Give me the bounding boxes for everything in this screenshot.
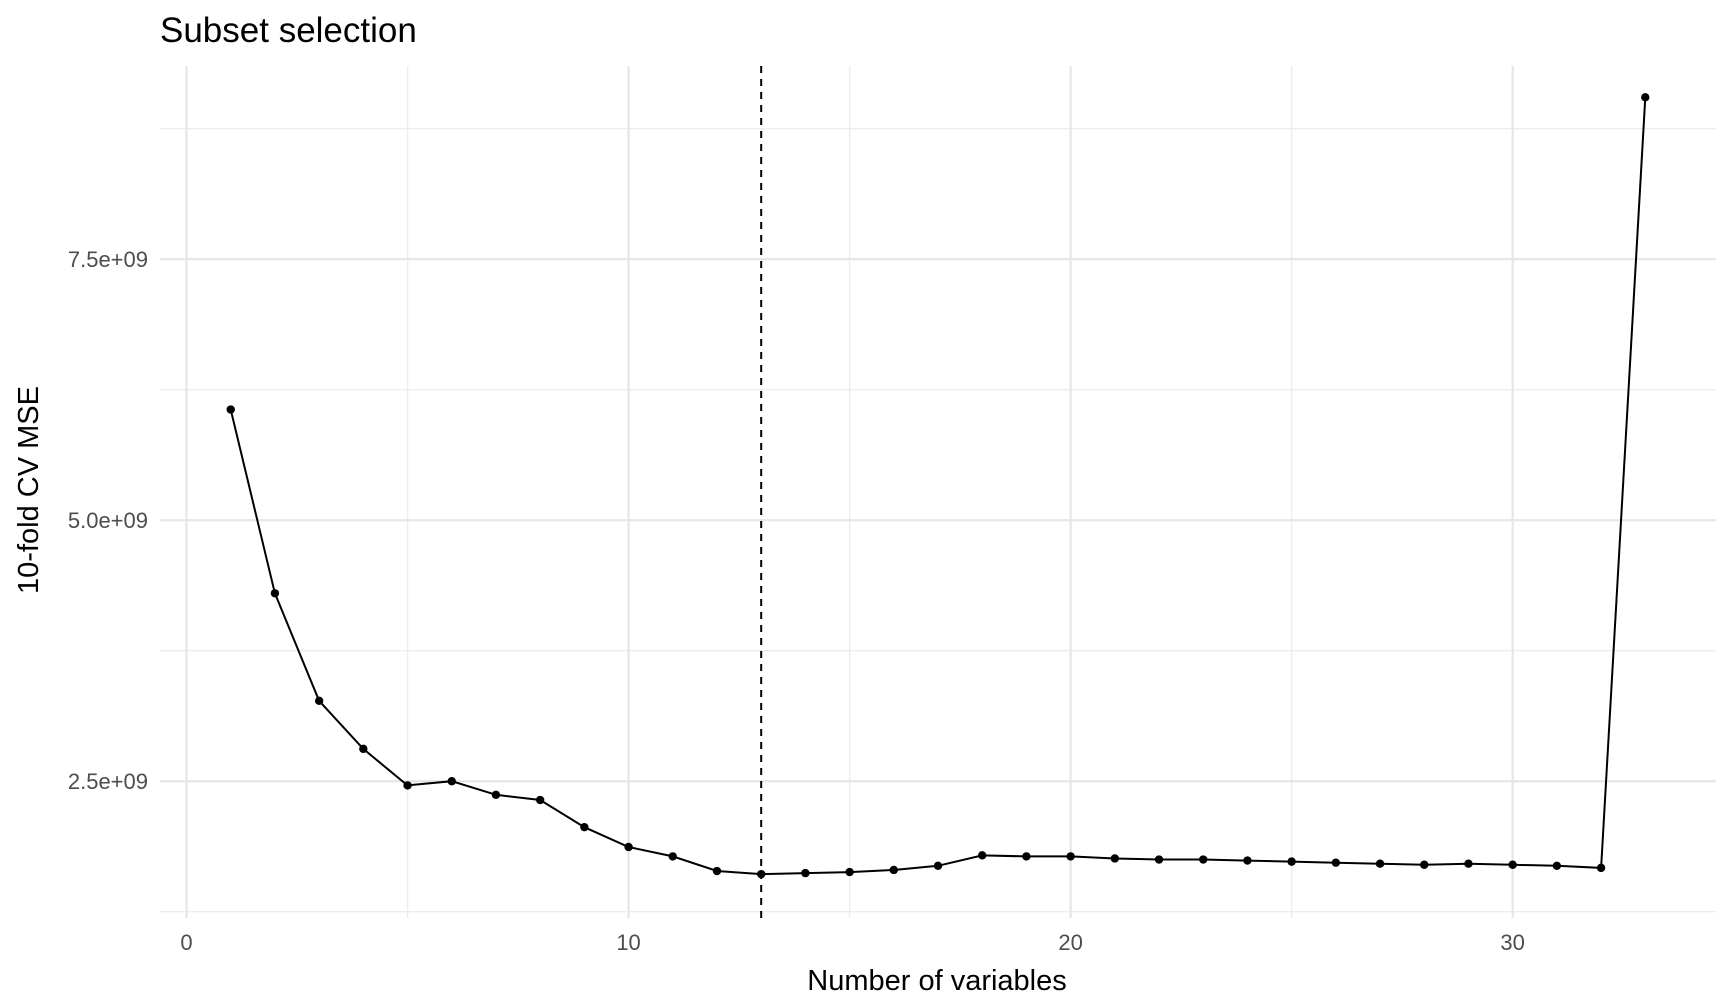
data-point	[535, 795, 545, 805]
data-point	[491, 790, 501, 799]
data-point	[1420, 860, 1429, 869]
data-point	[1154, 855, 1164, 864]
data-point	[1243, 856, 1252, 865]
data-point	[845, 867, 854, 877]
x-axis-title: Number of variables	[807, 965, 1067, 997]
data-point	[403, 781, 412, 790]
data-point	[1464, 859, 1473, 868]
data-point	[1110, 854, 1120, 863]
data-point	[712, 866, 722, 876]
data-point	[1287, 857, 1296, 866]
data-point	[314, 696, 324, 706]
data-point	[1596, 863, 1606, 873]
data-point	[933, 861, 943, 870]
data-point	[756, 869, 766, 879]
data-point	[359, 744, 368, 754]
data-point	[1199, 855, 1208, 864]
series-line	[229, 97, 1647, 876]
x-axis-ticks: 0 10 20 30	[180, 930, 1525, 955]
data-point	[889, 865, 898, 875]
data-point	[270, 589, 280, 598]
x-tick-label: 10	[616, 930, 640, 955]
data-point	[1552, 861, 1562, 870]
chart-title: Subset selection	[160, 11, 417, 50]
data-point	[447, 777, 456, 786]
data-point	[580, 822, 589, 832]
data-points	[226, 93, 1650, 879]
data-point	[1022, 852, 1031, 861]
data-point	[624, 842, 633, 852]
data-point	[1508, 860, 1517, 869]
y-axis-ticks: 2.5e+09 5.0e+09 7.5e+09	[68, 247, 148, 794]
x-tick-label: 0	[180, 930, 192, 955]
data-point	[1375, 859, 1385, 868]
data-point	[1331, 858, 1341, 867]
data-point	[1641, 93, 1650, 102]
x-tick-label: 20	[1058, 930, 1082, 955]
grid	[160, 66, 1716, 918]
data-point	[668, 852, 677, 861]
data-point	[226, 405, 235, 414]
data-point	[1066, 852, 1075, 861]
x-tick-label: 30	[1500, 930, 1524, 955]
data-point	[978, 851, 987, 860]
y-tick-label: 2.5e+09	[68, 769, 148, 794]
y-tick-label: 5.0e+09	[68, 508, 148, 533]
data-point	[801, 868, 810, 878]
y-axis-title: 10-fold CV MSE	[13, 386, 45, 594]
y-tick-label: 7.5e+09	[68, 247, 148, 272]
